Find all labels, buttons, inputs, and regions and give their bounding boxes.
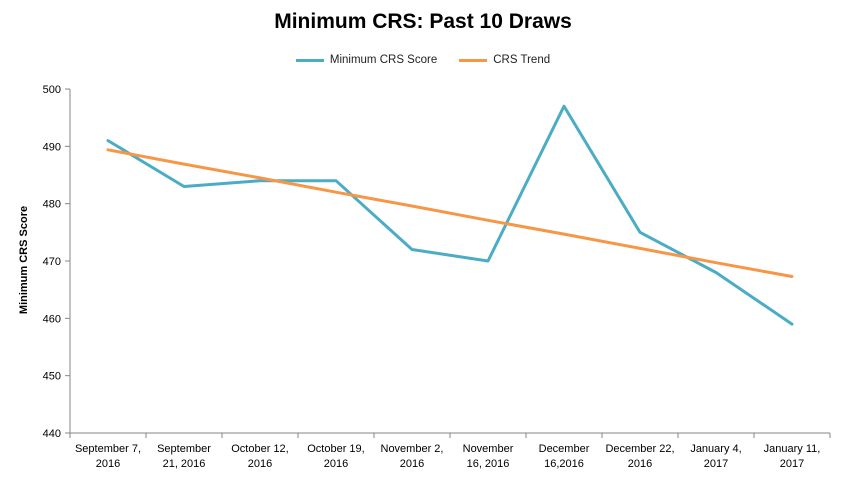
y-tick-label: 490	[43, 141, 61, 153]
x-tick-label: December 22, 2016	[605, 443, 674, 470]
x-tick-label: September 21, 2016	[157, 443, 211, 470]
legend-label-crs-trend: CRS Trend	[493, 54, 551, 66]
legend-label-minimum-crs: Minimum CRS Score	[329, 54, 438, 66]
y-tick-label: 440	[43, 428, 61, 440]
legend: Minimum CRS Score CRS Trend	[0, 54, 846, 66]
series-line-minimum-crs	[106, 104, 794, 326]
legend-item-crs-trend: CRS Trend	[459, 54, 550, 66]
x-tick-label: September 7, 2016	[75, 443, 141, 470]
x-tick-label: January 11, 2017	[764, 443, 821, 470]
legend-item-minimum-crs: Minimum CRS Score	[295, 54, 438, 66]
x-tick-label: November 16, 2016	[463, 443, 514, 470]
x-tick-label: October 19, 2016	[307, 443, 364, 470]
y-tick-label: 450	[43, 371, 61, 383]
y-tick-label: 460	[43, 313, 61, 325]
legend-swatch-crs-trend	[459, 58, 488, 62]
y-tick-label: 470	[43, 256, 61, 268]
legend-swatch-minimum-crs	[295, 58, 324, 62]
x-tick-label: October 12, 2016	[231, 443, 288, 470]
x-tick-label: November 2, 2016	[381, 443, 444, 470]
x-tick-label: January 4, 2017	[690, 443, 741, 470]
y-tick-label: 500	[43, 84, 61, 96]
series-line-crs-trend	[106, 148, 794, 278]
chart-title: Minimum CRS: Past 10 Draws	[274, 10, 572, 33]
y-tick-label: 480	[43, 199, 61, 211]
x-tick-label: December 16,2016	[539, 443, 590, 470]
